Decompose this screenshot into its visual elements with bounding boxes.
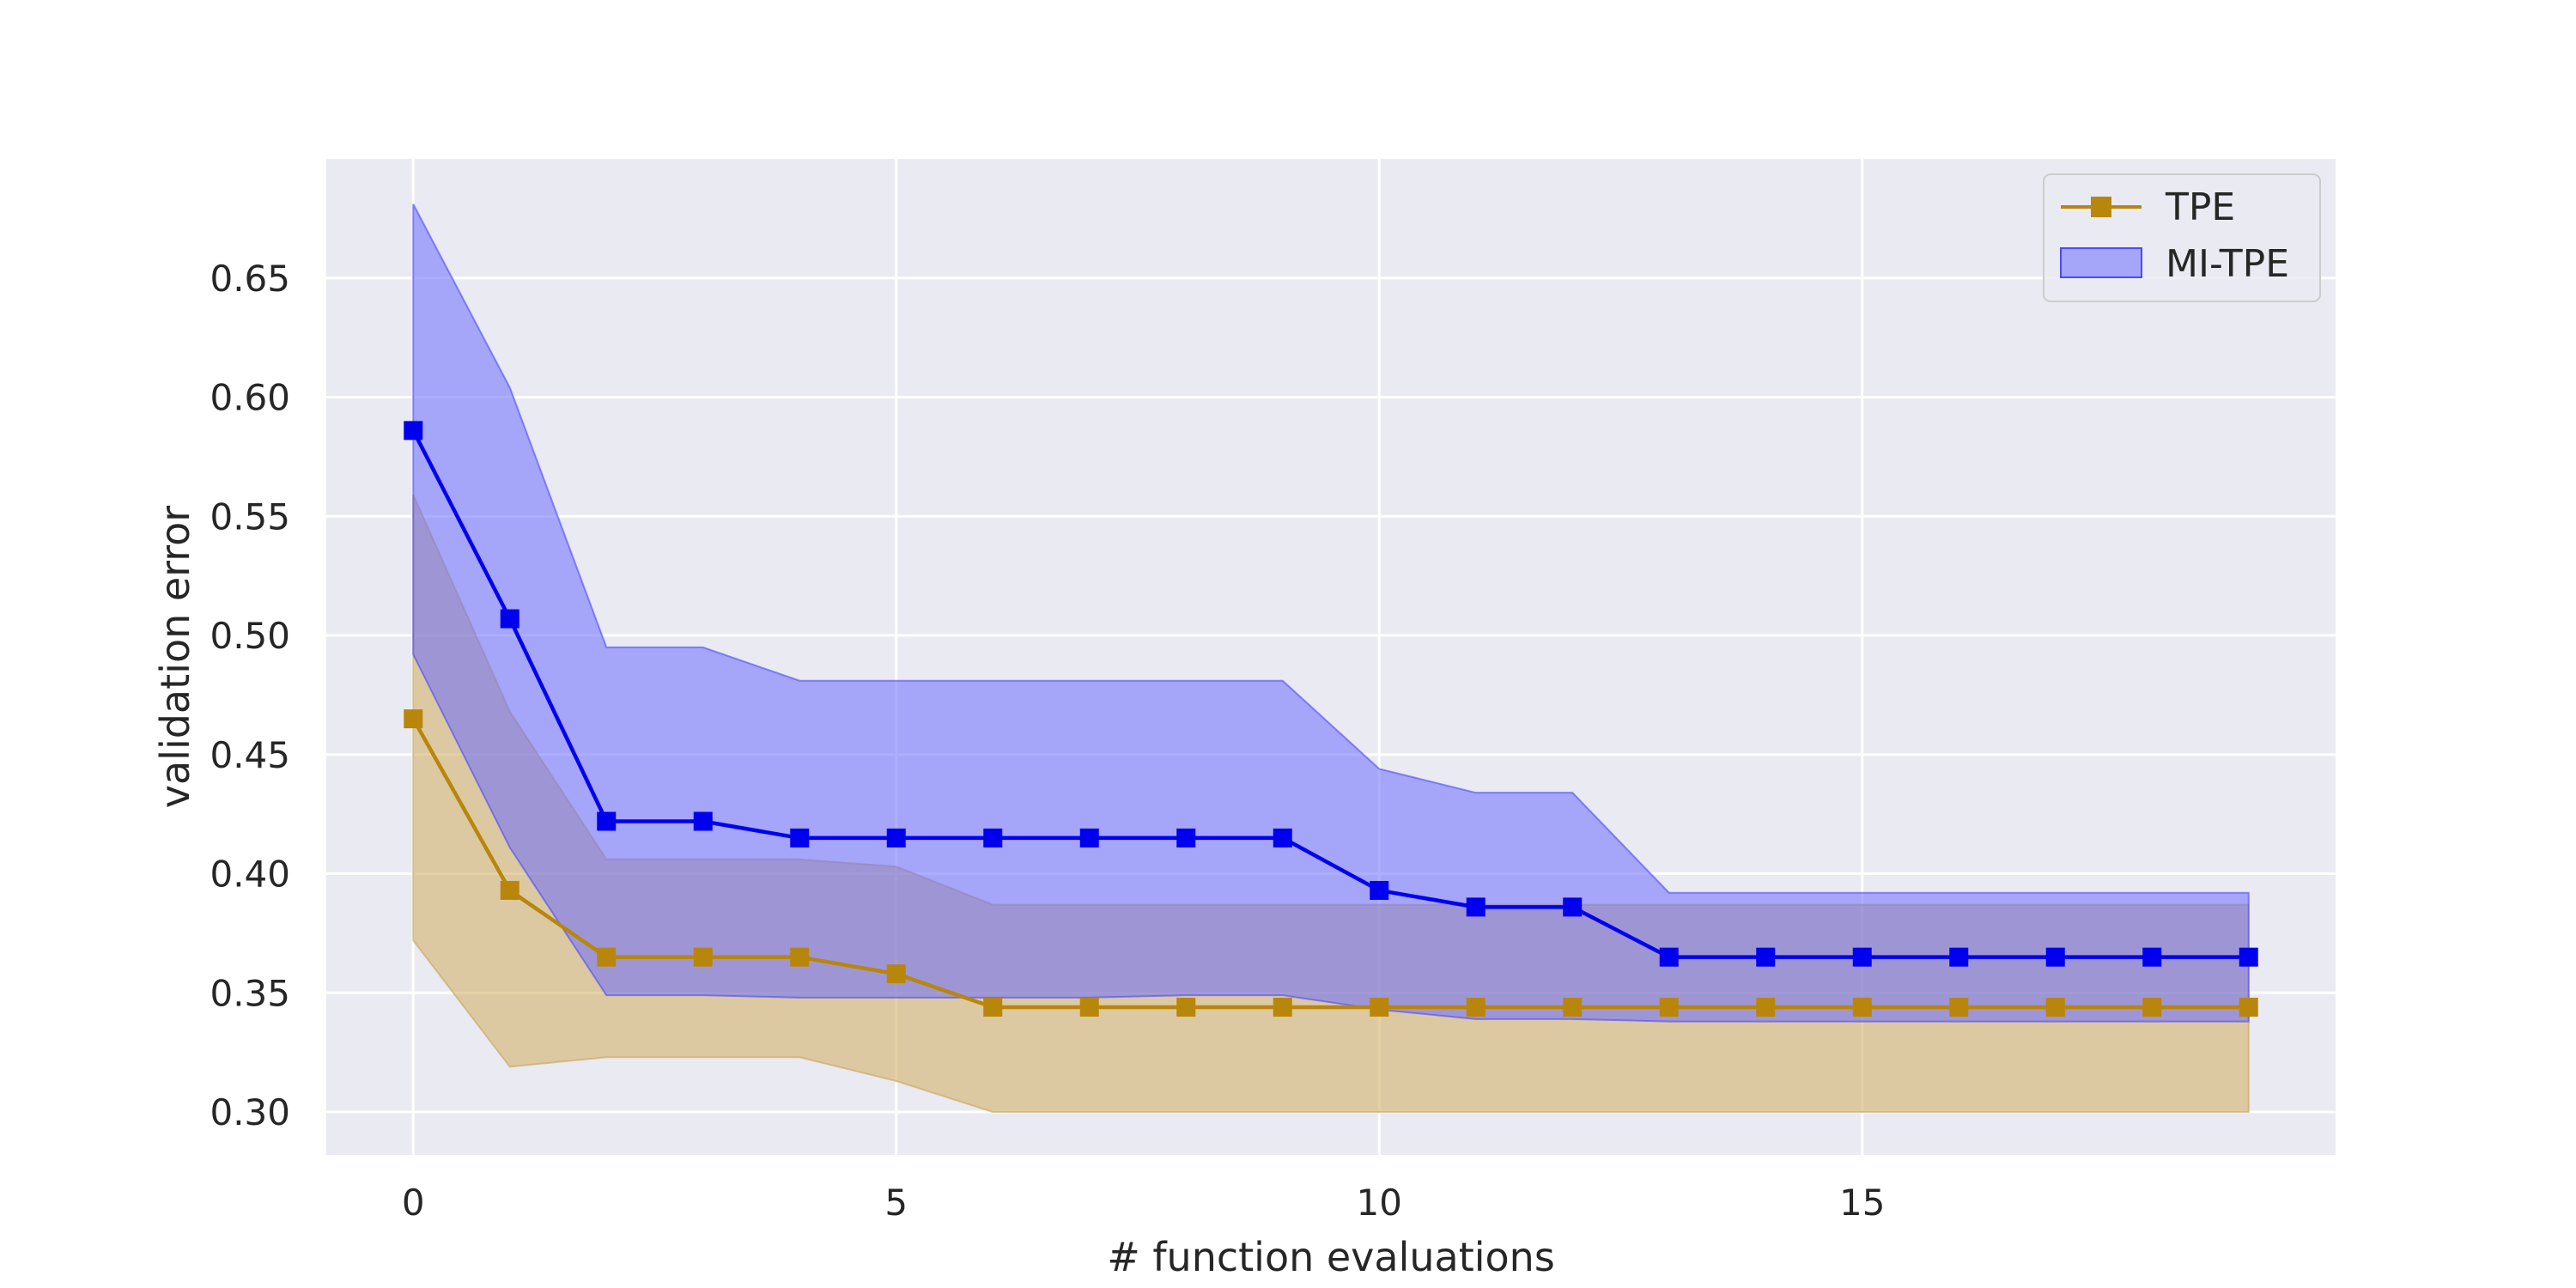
point-mi-tpe xyxy=(2239,947,2258,967)
point-mi-tpe xyxy=(790,828,810,848)
series-markers xyxy=(404,421,2258,1017)
y-axis-label: validation error xyxy=(152,506,198,809)
point-tpe xyxy=(1466,997,1485,1017)
point-tpe xyxy=(1852,997,1872,1017)
point-tpe xyxy=(2045,997,2065,1017)
x-tick-label: 15 xyxy=(1839,1182,1885,1224)
x-tick-label: 0 xyxy=(402,1182,425,1224)
y-tick-label: 0.30 xyxy=(210,1091,290,1133)
x-tick-label: 10 xyxy=(1357,1182,1402,1224)
point-tpe xyxy=(1756,997,1776,1017)
point-mi-tpe xyxy=(886,828,906,848)
point-mi-tpe xyxy=(2142,947,2162,967)
point-tpe xyxy=(790,947,810,967)
point-tpe xyxy=(1176,997,1196,1017)
y-tick-label: 0.65 xyxy=(210,258,290,300)
point-tpe xyxy=(500,880,519,900)
point-tpe xyxy=(1370,997,1389,1017)
point-tpe xyxy=(2239,997,2258,1017)
point-mi-tpe xyxy=(693,811,713,831)
y-tick-label: 0.55 xyxy=(210,495,290,538)
point-mi-tpe xyxy=(1659,947,1679,967)
x-axis-label: # function evaluations xyxy=(1107,1234,1555,1280)
point-mi-tpe xyxy=(2045,947,2065,967)
legend-mitpe-patch xyxy=(2060,247,2142,278)
point-tpe xyxy=(983,997,1003,1017)
point-tpe xyxy=(597,947,617,967)
y-tick-label: 0.45 xyxy=(210,734,290,776)
point-mi-tpe xyxy=(1756,947,1776,967)
point-mi-tpe xyxy=(597,811,617,831)
x-tick-labels: 0 5 10 15 xyxy=(402,1182,1886,1224)
point-mi-tpe xyxy=(1273,828,1292,848)
line-mi-tpe xyxy=(411,429,2249,959)
y-tick-label: 0.50 xyxy=(210,615,290,657)
point-tpe xyxy=(404,709,423,729)
legend-tpe-marker xyxy=(2091,197,2111,217)
point-tpe xyxy=(2142,997,2162,1017)
legend-mitpe-label: MI-TPE xyxy=(2166,242,2289,286)
legend: TPE MI-TPE xyxy=(2043,173,2321,302)
series-lines xyxy=(411,429,2249,1010)
point-mi-tpe xyxy=(1852,947,1872,967)
point-mi-tpe xyxy=(1370,880,1389,900)
point-mi-tpe xyxy=(983,828,1003,848)
point-tpe xyxy=(693,947,713,967)
point-mi-tpe xyxy=(500,609,519,629)
point-mi-tpe xyxy=(404,421,423,440)
legend-tpe-label: TPE xyxy=(2165,185,2235,229)
x-tick-label: 5 xyxy=(884,1182,908,1224)
point-tpe xyxy=(1949,997,1969,1017)
point-mi-tpe xyxy=(1949,947,1969,967)
point-mi-tpe xyxy=(1079,828,1099,848)
y-tick-label: 0.40 xyxy=(210,854,290,896)
y-tick-labels: 0.30 0.35 0.40 0.45 0.50 0.55 0.60 0.65 xyxy=(210,258,290,1133)
line-tpe xyxy=(411,718,2249,1010)
point-tpe xyxy=(1079,997,1099,1017)
point-mi-tpe xyxy=(1176,828,1196,848)
y-tick-label: 0.35 xyxy=(210,972,290,1014)
point-tpe xyxy=(1563,997,1583,1017)
point-tpe xyxy=(886,964,906,984)
y-tick-label: 0.60 xyxy=(210,377,290,419)
point-tpe xyxy=(1659,997,1679,1017)
point-mi-tpe xyxy=(1563,897,1583,917)
point-mi-tpe xyxy=(1466,897,1485,917)
point-tpe xyxy=(1273,997,1292,1017)
